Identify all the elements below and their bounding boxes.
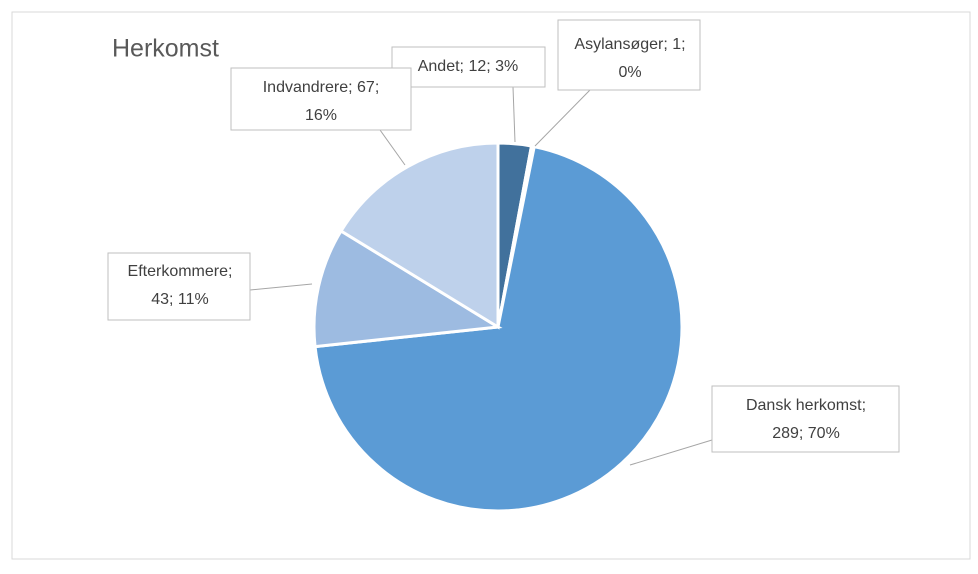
data-label: 289; 70% (772, 425, 840, 442)
data-label: Andet; 12; 3% (418, 58, 519, 75)
pie-slice (338, 141, 500, 330)
data-label: 43; 11% (151, 291, 209, 308)
leader-line (534, 89, 591, 147)
label-box (711, 385, 900, 453)
leader-line (379, 129, 406, 166)
data-label: 0% (618, 64, 641, 81)
data-label: Dansk herkomst; (746, 397, 866, 414)
leader-line (512, 86, 516, 143)
data-label: 16% (305, 107, 337, 124)
pie-slice (312, 228, 503, 349)
label-box (391, 46, 546, 88)
label-box (230, 67, 412, 131)
leader-line (249, 283, 313, 291)
chart-title: Herkomst (112, 35, 219, 63)
data-label: Efterkommere; (128, 263, 233, 280)
data-label: Asylansøger; 1; (574, 36, 685, 53)
leader-line (629, 439, 713, 466)
data-label: Indvandrere; 67; (263, 79, 380, 96)
label-box (557, 19, 701, 91)
label-box (107, 252, 251, 321)
